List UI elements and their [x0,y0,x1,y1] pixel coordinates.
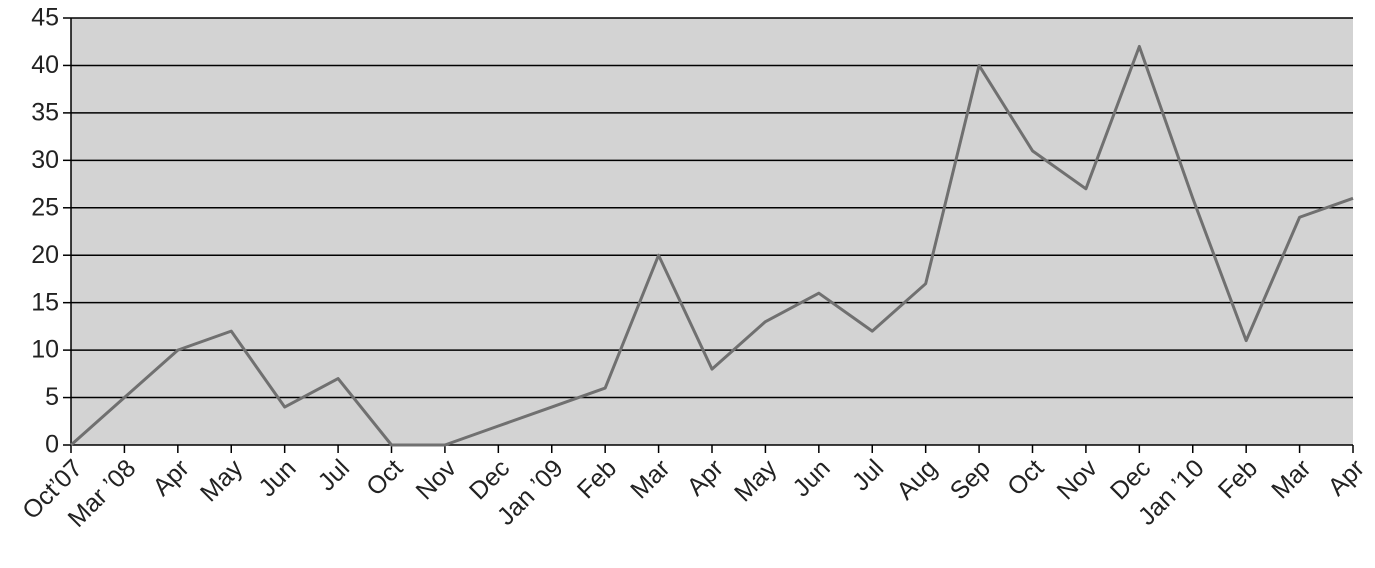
y-tick-label: 40 [31,51,59,79]
y-tick-label: 0 [45,431,59,459]
x-tick-label: Mar [1266,454,1316,504]
x-tick-label: Jun [253,454,301,502]
x-tick-label: Oct [361,454,408,501]
x-tick-label: Sep [945,454,996,505]
x-tick-label: Nov [411,454,463,506]
y-tick-label: 45 [31,4,59,32]
x-tick-label: Feb [1213,454,1263,504]
y-tick-label: 30 [31,146,59,174]
x-tick-label: Mar [625,454,675,504]
x-tick-label: Jul [313,454,355,496]
y-tick-label: 20 [31,241,59,269]
x-tick-label: Jun [787,454,835,502]
x-tick-label: Nov [1052,454,1104,506]
data-line [70,44,1354,447]
x-tick-label: Apr [682,454,729,501]
x-tick-label: Aug [891,454,942,505]
x-tick-label: Oct [1002,454,1049,501]
y-tick-label: 10 [31,336,59,364]
x-tick-label: May [195,454,249,508]
x-tick-label: Jul [847,454,889,496]
x-tick-label: Apr [1323,454,1370,501]
plot-area [71,18,1353,445]
y-tick-label: 25 [31,193,59,221]
y-tick-label: 15 [31,288,59,316]
x-tick-label: May [729,454,783,508]
x-tick-label: Feb [572,454,622,504]
y-tick-label: 35 [31,98,59,126]
x-tick-label: Apr [147,454,194,501]
y-tick-label: 5 [45,383,59,411]
